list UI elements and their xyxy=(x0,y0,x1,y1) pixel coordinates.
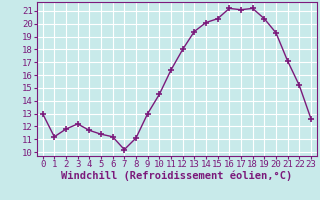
X-axis label: Windchill (Refroidissement éolien,°C): Windchill (Refroidissement éolien,°C) xyxy=(61,171,292,181)
